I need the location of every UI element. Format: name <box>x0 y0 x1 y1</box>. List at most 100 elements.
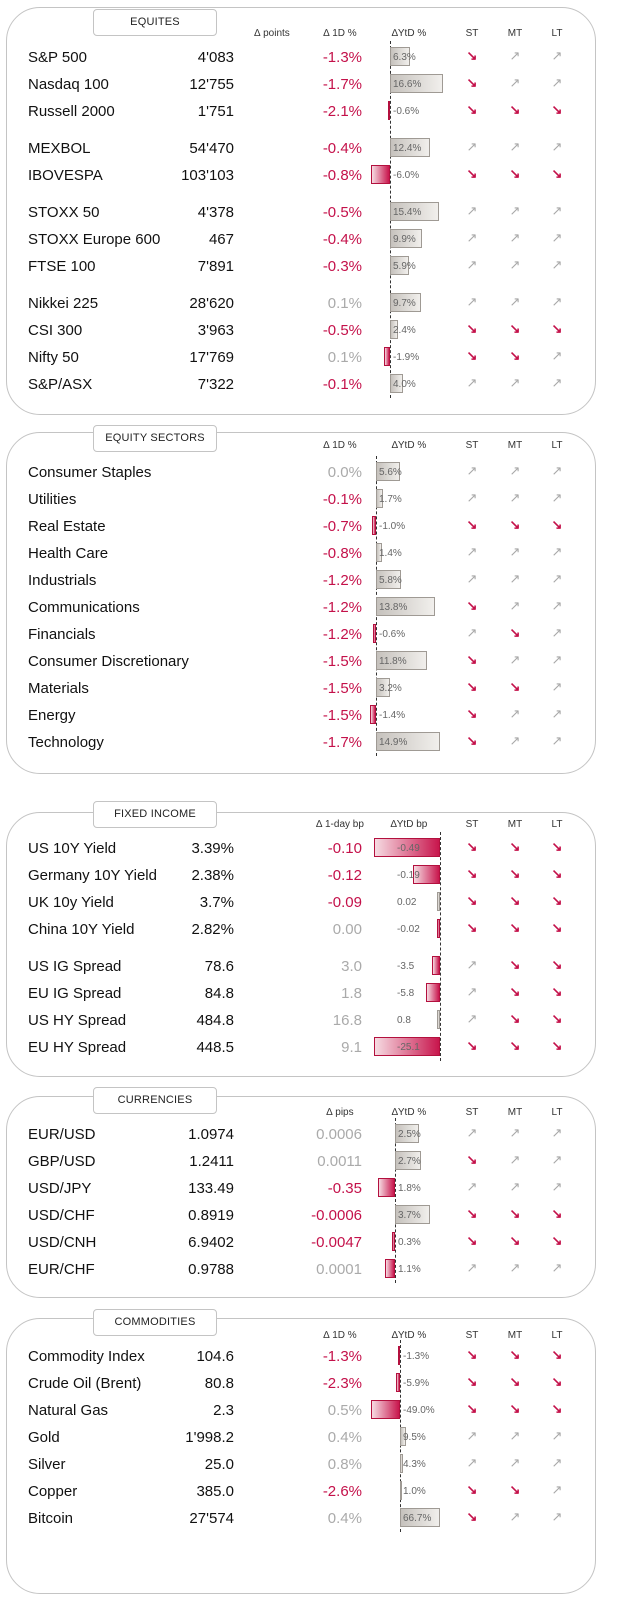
commodities-header-chg: ∆ 1D % <box>323 1330 357 1341</box>
daily-change: -1.3% <box>322 1348 362 1365</box>
fx-title: CURRENCIES <box>93 1087 217 1114</box>
ytd-change: -0.49 <box>397 843 420 854</box>
equities-row: STOXX Europe 600 467 -0.4% 9.9% ↗ ↗ ↗ <box>0 225 619 252</box>
instrument-name: STOXX Europe 600 <box>28 231 161 248</box>
fx-header-mt: MT <box>507 1107 523 1118</box>
ytd-bar <box>390 374 403 393</box>
arrow-up-right-icon: ↗ <box>466 544 478 559</box>
ytd-bar <box>390 256 409 275</box>
ytd-bar <box>376 543 383 562</box>
ytd-change: 14.9% <box>379 737 408 748</box>
ytd-change: 2.5% <box>398 1129 421 1140</box>
daily-change: -1.7% <box>322 734 362 751</box>
fx-header-st: ST <box>465 1107 479 1118</box>
commodities-row: Silver 25.0 0.8% 4.3% ↗ ↗ ↗ <box>0 1450 619 1477</box>
instrument-name: Nasdaq 100 <box>28 76 109 93</box>
daily-change: 0.8% <box>327 1456 362 1473</box>
sectors-header-mt: MT <box>507 440 523 451</box>
arrow-up-right-icon: ↗ <box>551 203 563 218</box>
arrow-down-right-icon: ↘ <box>509 839 521 854</box>
ytd-bar <box>400 1427 406 1446</box>
arrow-down-right-icon: ↘ <box>509 1011 521 1026</box>
commodities-header-st: ST <box>465 1330 479 1341</box>
arrow-down-right-icon: ↘ <box>509 1206 521 1221</box>
ytd-change: 12.4% <box>393 143 422 154</box>
ytd-change: -0.6% <box>379 629 406 640</box>
daily-change: -0.1% <box>322 376 362 393</box>
fx-row: GBP/USD 1.2411 0.0011 2.7% ↘ ↗ ↗ <box>0 1147 619 1174</box>
daily-change: -0.4% <box>322 231 362 248</box>
arrow-down-right-icon: ↘ <box>466 733 478 748</box>
arrow-down-right-icon: ↘ <box>466 48 478 63</box>
ytd-bar <box>395 1151 421 1170</box>
instrument-name: Crude Oil (Brent) <box>28 1375 142 1392</box>
instrument-name: EUR/USD <box>28 1126 96 1143</box>
instrument-name: USD/JPY <box>28 1180 92 1197</box>
instrument-level: 27'574 <box>189 1510 234 1527</box>
ytd-change: -0.02 <box>397 924 420 935</box>
arrow-down-right-icon: ↘ <box>551 166 563 181</box>
ytd-bar <box>384 1259 395 1278</box>
arrow-up-right-icon: ↗ <box>551 257 563 272</box>
ytd-change: -3.5 <box>397 961 415 972</box>
daily-change: 1.8 <box>341 985 362 1002</box>
daily-change: -0.12 <box>327 867 362 884</box>
arrow-up-right-icon: ↗ <box>509 294 521 309</box>
ytd-bar <box>376 570 401 589</box>
instrument-name: Health Care <box>28 545 109 562</box>
fixed-row: China 10Y Yield 2.82% 0.00 -0.02 ↘ ↘ ↘ <box>0 915 619 942</box>
arrow-down-right-icon: ↘ <box>551 984 563 999</box>
ytd-change: 1.7% <box>379 494 402 505</box>
arrow-down-right-icon: ↘ <box>466 1206 478 1221</box>
arrow-down-right-icon: ↘ <box>466 1038 478 1053</box>
commodities-row: Crude Oil (Brent) 80.8 -2.3% -5.9% ↘ ↘ ↘ <box>0 1369 619 1396</box>
fixed-title: FIXED INCOME <box>93 801 217 828</box>
daily-change: -0.0006 <box>311 1207 362 1224</box>
arrow-up-right-icon: ↗ <box>551 625 563 640</box>
arrow-down-right-icon: ↘ <box>551 1038 563 1053</box>
sectors-panel <box>6 432 596 774</box>
ytd-change: 4.0% <box>393 379 416 390</box>
arrow-up-right-icon: ↗ <box>509 230 521 245</box>
arrow-up-right-icon: ↗ <box>466 1455 478 1470</box>
ytd-bar <box>437 1010 440 1029</box>
daily-change: -1.2% <box>322 626 362 643</box>
instrument-level: 28'620 <box>189 295 234 312</box>
instrument-name: USD/CHF <box>28 1207 95 1224</box>
instrument-name: EUR/CHF <box>28 1261 95 1278</box>
instrument-level: 4'378 <box>197 204 234 221</box>
instrument-level: 17'769 <box>189 349 234 366</box>
ytd-bar <box>437 919 440 938</box>
instrument-level: 84.8 <box>204 985 234 1002</box>
arrow-down-right-icon: ↘ <box>466 652 478 667</box>
arrow-up-right-icon: ↗ <box>509 1428 521 1443</box>
fixed-row: US HY Spread 484.8 16.8 0.8 ↗ ↘ ↘ <box>0 1006 619 1033</box>
fixed-header-lt: LT <box>551 819 563 830</box>
equities-header-mt: MT <box>507 28 523 39</box>
ytd-change: 9.9% <box>393 234 416 245</box>
fixed-header-st: ST <box>465 819 479 830</box>
arrow-up-right-icon: ↗ <box>466 1428 478 1443</box>
equities-row: S&P 500 4'083 -1.3% 6.3% ↘ ↗ ↗ <box>0 43 619 70</box>
arrow-up-right-icon: ↗ <box>509 571 521 586</box>
arrow-up-right-icon: ↗ <box>551 706 563 721</box>
ytd-bar <box>376 732 441 751</box>
arrow-down-right-icon: ↘ <box>466 166 478 181</box>
ytd-change: 1.1% <box>398 1264 421 1275</box>
arrow-up-right-icon: ↗ <box>509 1125 521 1140</box>
arrow-down-right-icon: ↘ <box>466 348 478 363</box>
equities-row: CSI 300 3'963 -0.5% 2.4% ↘ ↘ ↘ <box>0 316 619 343</box>
commodities-row: Gold 1'998.2 0.4% 9.5% ↗ ↗ ↗ <box>0 1423 619 1450</box>
fixed-ytd-zero-axis <box>440 832 441 1061</box>
ytd-change: -1.0% <box>379 521 406 532</box>
ytd-change: 5.9% <box>393 261 416 272</box>
ytd-change: 16.6% <box>393 79 422 90</box>
arrow-up-right-icon: ↗ <box>551 679 563 694</box>
instrument-level: 12'755 <box>189 76 234 93</box>
ytd-change: -1.3% <box>403 1351 430 1362</box>
fixed-header-chg: ∆ 1-day bp <box>316 819 364 830</box>
fixed-row: US IG Spread 78.6 3.0 -3.5 ↗ ↘ ↘ <box>0 952 619 979</box>
arrow-down-right-icon: ↘ <box>509 625 521 640</box>
commodities-row: Natural Gas 2.3 0.5% -49.0% ↘ ↘ ↘ <box>0 1396 619 1423</box>
arrow-down-right-icon: ↘ <box>551 1206 563 1221</box>
